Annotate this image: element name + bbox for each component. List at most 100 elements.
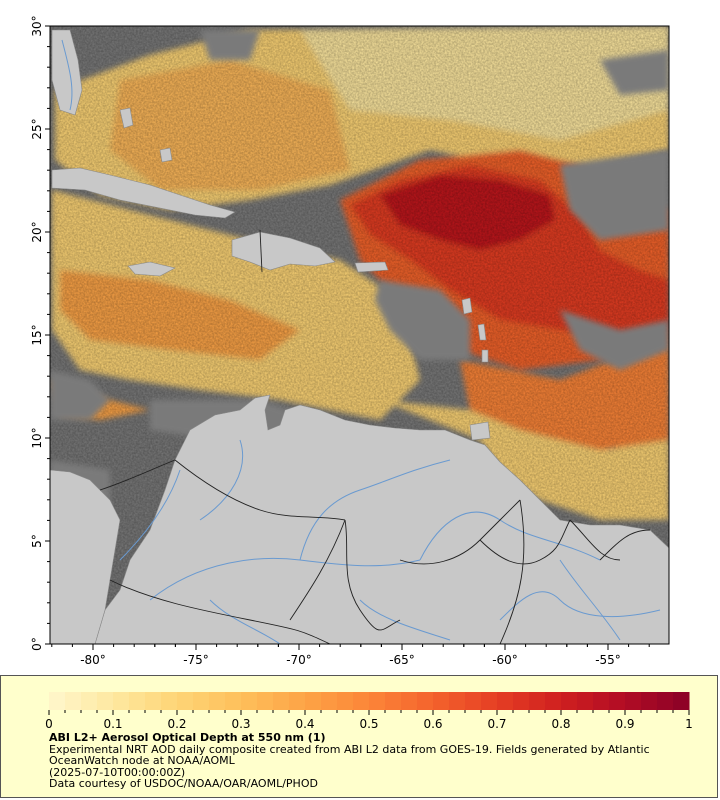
lat-tick-label: 25°	[30, 118, 44, 139]
colorbar-swatch	[481, 692, 498, 710]
lon-tick-label: -65°	[389, 653, 415, 667]
colorbar-swatch	[657, 692, 674, 710]
colorbar-swatch	[113, 692, 130, 710]
colorbar-swatch	[401, 692, 418, 710]
legend-panel: 0 0.1 0.2 0.3 0.4 0.5 0.6 0.7 0.8 0.9 1 ABI L2+ Ae…	[0, 675, 718, 798]
border-line	[289, 519, 346, 621]
cuba-land	[51, 167, 236, 219]
lat-tick-label: 5°	[30, 534, 44, 548]
river-line	[199, 439, 244, 521]
latitude-axis: 30° 25° 20° 15° 10° 5° 0°	[30, 15, 50, 651]
colorbar-swatch	[593, 692, 610, 710]
colorbar-tick-label: 0.4	[295, 717, 314, 731]
legend-text: ABI L2+ Aerosol Optical Depth at 550 nm …	[49, 732, 709, 790]
colorbar-tick-label: 0.7	[487, 717, 506, 731]
country-borders	[99, 229, 651, 644]
border-line	[174, 459, 346, 521]
hispaniola-land	[231, 231, 336, 271]
lon-tick-label: -60°	[492, 653, 518, 667]
colorbar-tick-label: 0.5	[359, 717, 378, 731]
lesser-antilles-land	[461, 297, 473, 315]
colorbar-swatch	[241, 692, 258, 710]
no-data-patch	[600, 50, 669, 95]
colorbar-swatch	[65, 692, 82, 710]
colorbar-swatch	[145, 692, 162, 710]
lat-tick-label: 30°	[30, 15, 44, 36]
colorbar-swatch	[337, 692, 354, 710]
no-data-patch	[50, 370, 110, 420]
south-america-land	[94, 394, 669, 644]
no-data-patch	[560, 150, 669, 240]
border-line	[99, 459, 176, 491]
colorbar-swatch	[177, 692, 194, 710]
border-line	[399, 499, 521, 565]
colorbar-swatch	[513, 692, 530, 710]
legend-description: Experimental NRT AOD daily composite cre…	[49, 742, 650, 767]
legend-timestamp: (2025-07-10T00:00:00Z)	[49, 765, 186, 779]
lat-tick-label: 20°	[30, 221, 44, 242]
colorbar-swatch	[193, 692, 210, 710]
lesser-antilles-land	[481, 349, 489, 363]
colorbar-swatch	[545, 692, 562, 710]
colorbar-swatch	[353, 692, 370, 710]
colorbar-swatch	[497, 692, 514, 710]
no-data-patch	[375, 280, 470, 360]
river-line	[149, 557, 421, 601]
colorbar-tick-label: 0.2	[167, 717, 186, 731]
colorbar-tick-label: 0	[45, 717, 53, 731]
river-line	[499, 591, 661, 621]
colorbar-swatch	[97, 692, 114, 710]
central-america-land	[50, 469, 121, 644]
colorbar-swatch	[81, 692, 98, 710]
legend-credit: Data courtesy of USDOC/NOAA/OAR/AOML/PHO…	[49, 777, 318, 790]
lat-tick-label: 0°	[30, 637, 44, 651]
colorbar-tick-label: 0.8	[551, 717, 570, 731]
colorbar-swatch	[385, 692, 402, 710]
border-line	[344, 519, 401, 631]
river-line	[299, 459, 451, 561]
land-layer	[50, 29, 669, 644]
colorbar-swatch	[673, 692, 690, 710]
colorbar-swatch	[577, 692, 594, 710]
lesser-antilles-land	[477, 323, 487, 341]
colorbar-tick-label: 0.6	[423, 717, 442, 731]
colorbar-swatch	[209, 692, 226, 710]
colorbar-swatch	[305, 692, 322, 710]
colorbar-swatch	[641, 692, 658, 710]
longitude-axis: -80° -75° -70° -65° -60° -55°	[51, 644, 650, 667]
colorbar-swatch	[225, 692, 242, 710]
border-line	[599, 529, 651, 561]
river-line	[119, 469, 181, 561]
colorbar-swatch	[289, 692, 306, 710]
border-line	[569, 519, 621, 561]
colorbar-swatch	[529, 692, 546, 710]
colorbar-swatch	[129, 692, 146, 710]
colorbar-swatch	[561, 692, 578, 710]
colorbar-swatch	[433, 692, 450, 710]
colorbar-tick-label: 0.9	[615, 717, 634, 731]
colorbar: 0 0.1 0.2 0.3 0.4 0.5 0.6 0.7 0.8 0.9 1	[45, 692, 693, 731]
colorbar-tick-label: 0.3	[231, 717, 250, 731]
colorbar-swatch	[465, 692, 482, 710]
lon-tick-label: -80°	[80, 653, 106, 667]
border-line	[259, 229, 263, 273]
lat-tick-label: 10°	[30, 427, 44, 448]
trinidad-land	[469, 421, 491, 441]
border-line	[479, 519, 571, 565]
lon-tick-label: -70°	[286, 653, 312, 667]
border-line	[499, 499, 525, 644]
colorbar-swatch	[161, 692, 178, 710]
colorbar-swatch	[369, 692, 386, 710]
river-line	[559, 559, 621, 641]
colorbar-swatch	[625, 692, 642, 710]
bahamas-land	[159, 147, 173, 163]
colorbar-swatch	[417, 692, 434, 710]
river-line	[61, 39, 73, 111]
aod-map: 30° 25° 20° 15° 10° 5° 0° -80° -75° -70° -65° -60°…	[30, 15, 670, 667]
colorbar-tick-label: 1	[685, 717, 693, 731]
river-line	[209, 599, 281, 644]
puerto-rico-land	[354, 261, 389, 273]
colorbar-swatch	[609, 692, 626, 710]
legend-title: ABI L2+ Aerosol Optical Depth at 550 nm …	[49, 731, 326, 744]
colorbar-swatch	[49, 692, 66, 710]
